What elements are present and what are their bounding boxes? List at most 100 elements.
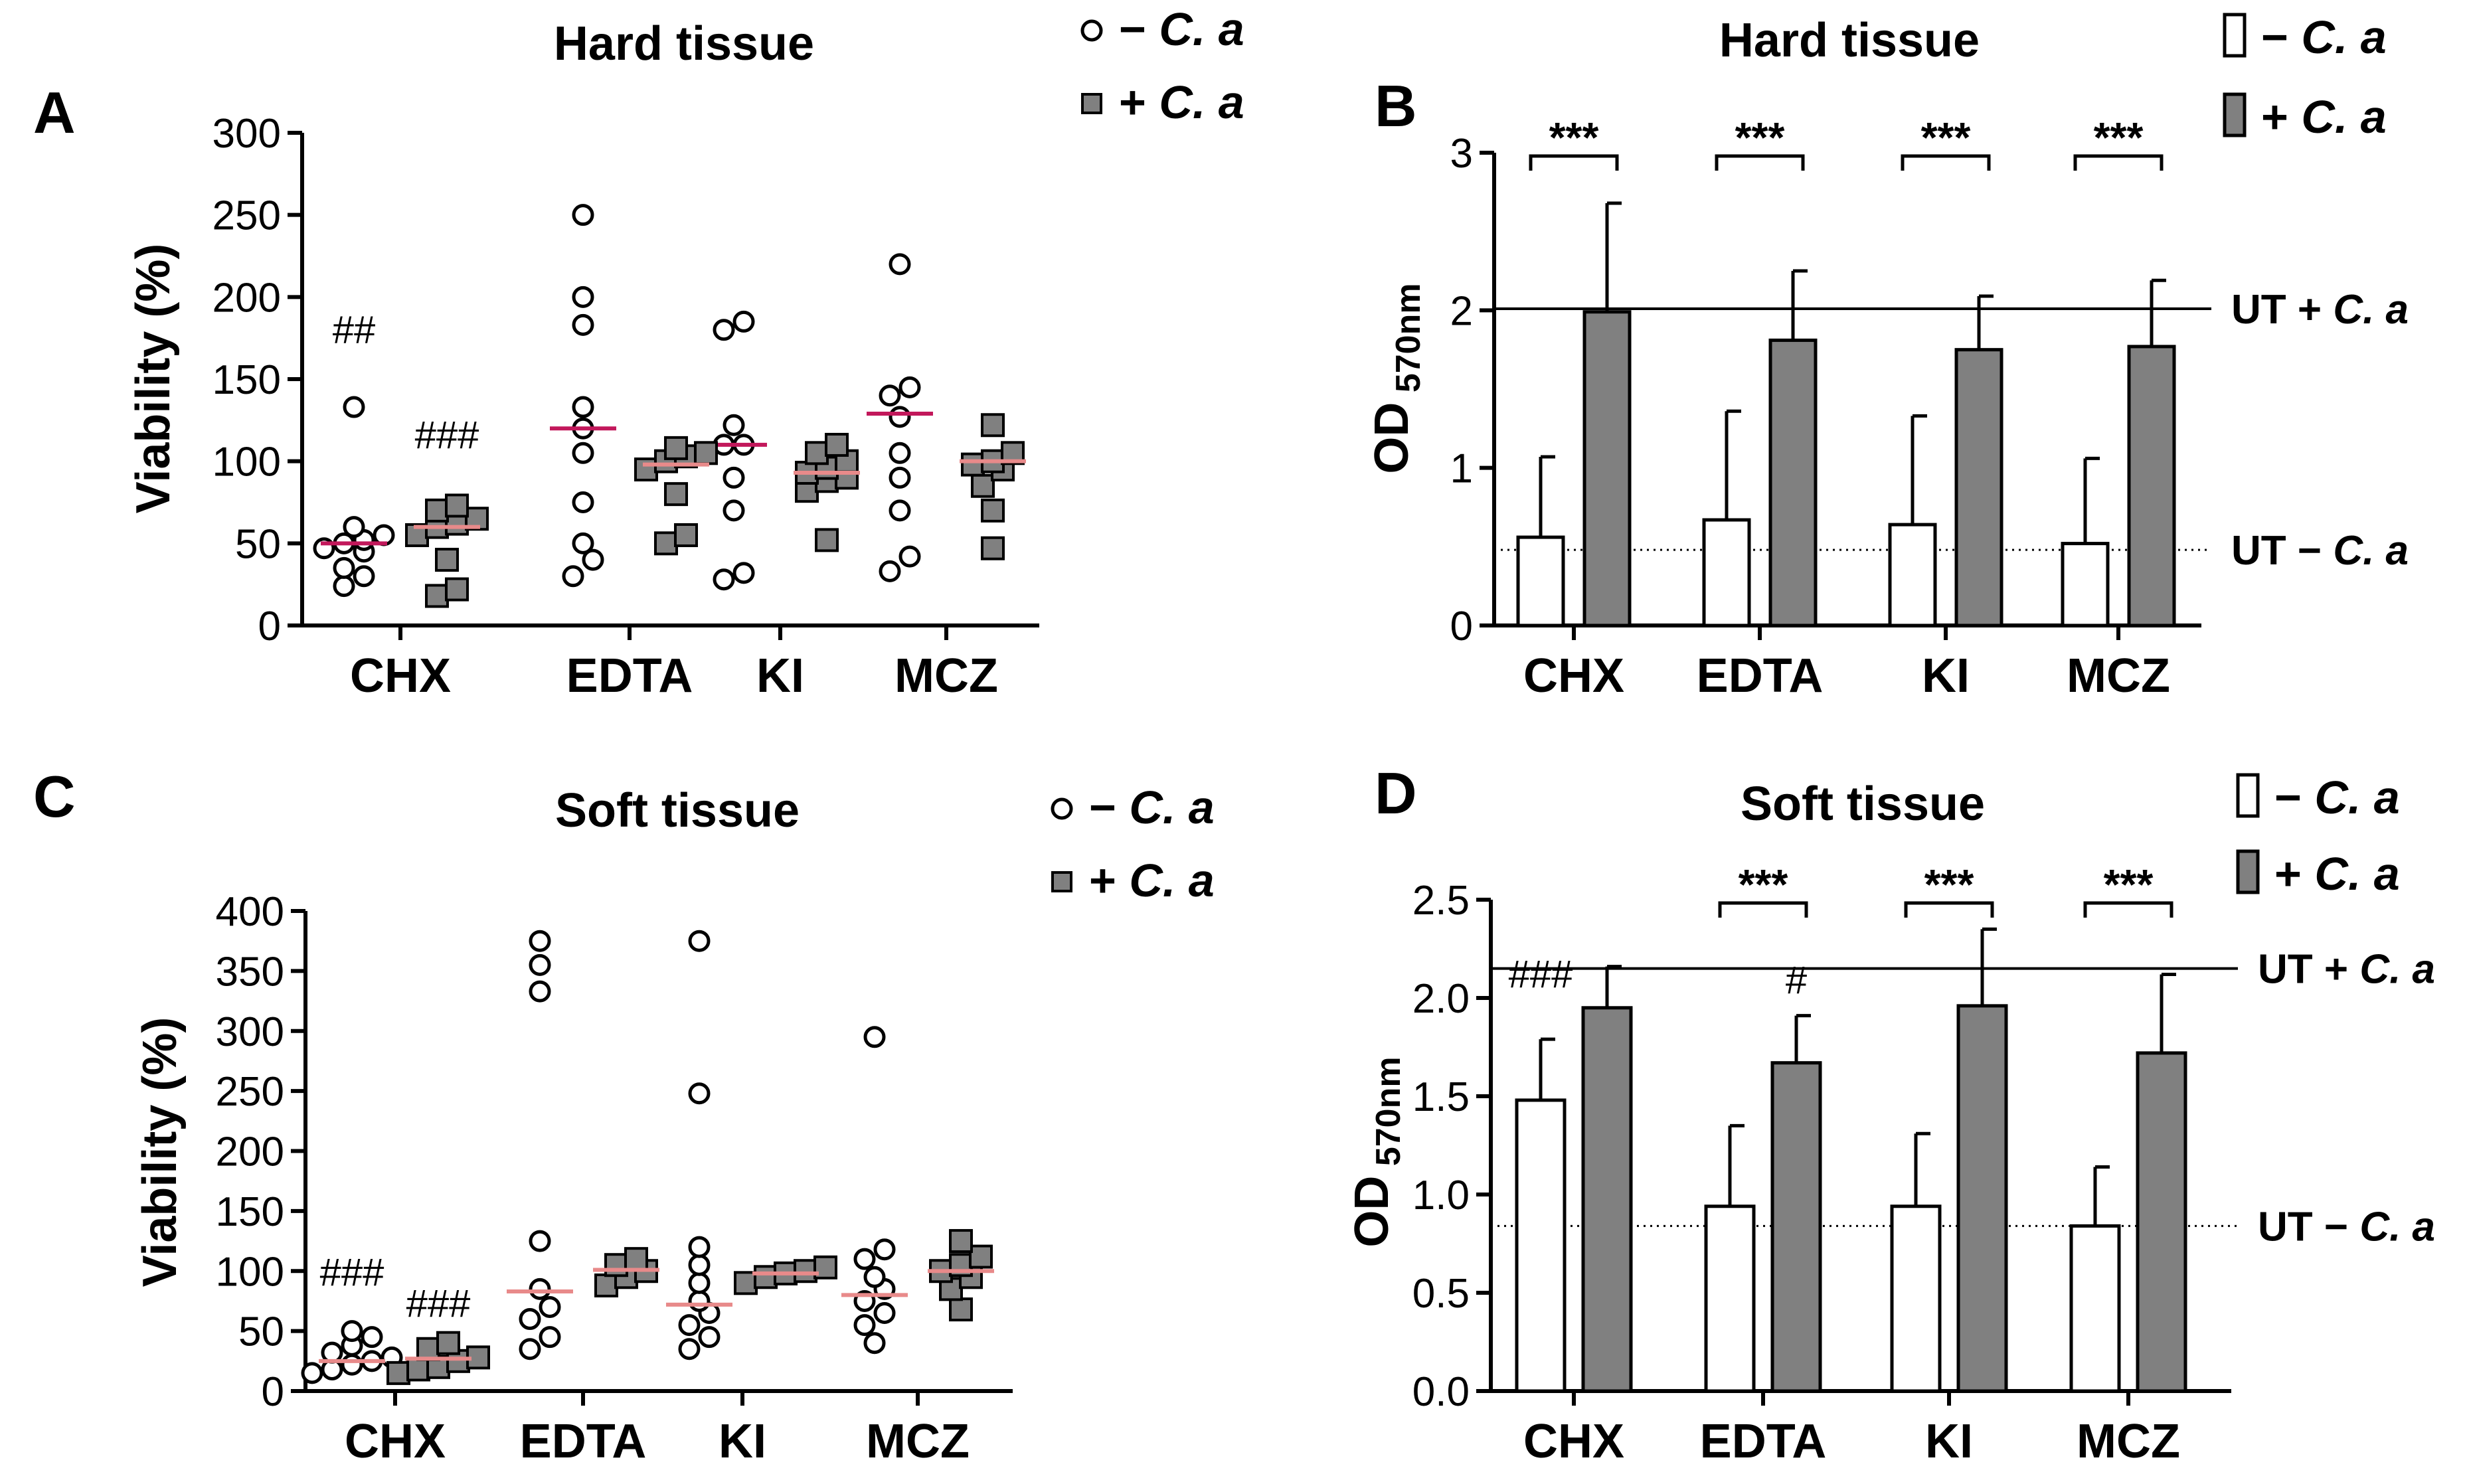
legend-species: C. a — [1129, 855, 1214, 906]
legend-marker-square — [1051, 871, 1072, 892]
bar-infected-filled — [1768, 338, 1818, 627]
legend-species: C. a — [1159, 3, 1244, 55]
x-tick-label-mcz: MCZ — [866, 1415, 970, 1468]
reference-prefix: UT − — [2231, 528, 2333, 574]
bar-untreated-open — [1888, 523, 1937, 627]
data-point-square — [815, 528, 839, 552]
y-tick-label: 1 — [1450, 446, 1473, 492]
y-tick-label: 300 — [213, 111, 281, 157]
data-point-circle — [333, 556, 355, 579]
significance-bracket — [1718, 901, 1808, 918]
bar-untreated-open — [2069, 1224, 2121, 1393]
legend-marker-open-bar — [2223, 13, 2247, 58]
significance-bracket — [1904, 901, 1994, 918]
y-tick-label: 1.0 — [1412, 1173, 1470, 1218]
significance-stars: *** — [1924, 861, 1974, 908]
legend-species: C. a — [2301, 11, 2386, 63]
legend-marker-circle — [1080, 19, 1103, 42]
x-tick-label-chx: CHX — [1523, 649, 1624, 702]
significance-stars: *** — [1739, 861, 1788, 908]
significance-bracket — [1715, 154, 1805, 171]
panel-a-hard-tissue-viability: A Hard tissue Viability (%) 0 50 100 150 200 250… — [33, 3, 1244, 702]
data-point-circle — [529, 930, 551, 952]
data-point-circle — [688, 1289, 711, 1312]
significance-bracket — [2073, 154, 2164, 171]
legend-label-1: + C. a — [2261, 91, 2387, 143]
data-point-circle — [519, 1338, 541, 1360]
data-point-circle — [873, 1238, 896, 1261]
x-tick-label-ki: KI — [756, 649, 804, 702]
y-tick-label: 0.5 — [1412, 1271, 1470, 1317]
significance-stars: *** — [1549, 114, 1599, 161]
significance-hash: ## — [333, 309, 376, 352]
y-axis-label: Viability (%) — [127, 244, 180, 514]
data-point-circle — [529, 953, 551, 976]
data-point-square — [435, 548, 459, 572]
legend-marker-filled-bar — [2236, 849, 2260, 894]
significance-stars: *** — [1921, 114, 1971, 161]
y-axis-label: OD 570nm — [1365, 283, 1428, 473]
data-point-circle — [678, 1338, 701, 1360]
data-point-circle — [889, 466, 911, 489]
x-tick-label-chx: CHX — [350, 649, 451, 702]
chart-title: Soft tissue — [1741, 778, 1985, 831]
bar-infected-filled — [1581, 1006, 1633, 1393]
y-axis-label-main: Viability (%) — [133, 1017, 187, 1287]
bar-infected-filled — [1770, 1061, 1822, 1393]
legend-label-1: + C. a — [1119, 76, 1244, 128]
y-axis-label: Viability (%) — [133, 1017, 187, 1287]
x-tick-label-edta: EDTA — [1697, 649, 1824, 702]
bar-untreated-open — [1702, 518, 1751, 627]
y-axis-label-subscript: 570nm — [1389, 283, 1428, 402]
data-point-circle — [572, 313, 594, 336]
legend-sign: + — [1089, 855, 1129, 906]
data-point-square — [634, 457, 658, 482]
data-point-circle — [898, 376, 921, 398]
reference-prefix: UT + — [2231, 287, 2333, 333]
data-point-circle — [863, 1026, 886, 1048]
data-point-square — [604, 1253, 628, 1278]
data-point-square — [969, 1244, 993, 1269]
legend-label-1: + C. a — [1089, 855, 1215, 906]
reference-prefix: UT − — [2258, 1204, 2359, 1250]
reference-line-label-1: UT − C. a — [2258, 1204, 2435, 1250]
data-point-circle — [898, 545, 921, 568]
legend-sign: − — [1089, 782, 1129, 833]
y-tick-label: 400 — [216, 889, 284, 935]
significance-stars: *** — [2094, 114, 2144, 161]
data-point-square — [386, 1360, 410, 1385]
data-point-circle — [853, 1314, 876, 1337]
y-tick-label: 1.5 — [1412, 1074, 1470, 1120]
data-point-square — [754, 1265, 778, 1289]
data-point-square — [465, 507, 489, 531]
significance-bracket — [1529, 154, 1619, 171]
data-point-circle — [879, 384, 901, 407]
y-axis-label-subscript: 570nm — [1369, 1056, 1408, 1175]
x-tick-label-edta: EDTA — [520, 1415, 647, 1468]
y-tick-label: 250 — [213, 193, 281, 239]
legend-species: C. a — [1129, 782, 1214, 833]
data-point-circle — [343, 516, 365, 538]
panel-label-a: A — [33, 80, 76, 145]
legend-sign: + — [2261, 91, 2301, 143]
legend-label-0: − C. a — [2261, 11, 2387, 63]
data-point-circle — [582, 548, 604, 571]
y-tick-label: 0 — [262, 1369, 284, 1415]
data-point-circle — [688, 1272, 711, 1294]
y-tick-label: 250 — [216, 1069, 284, 1115]
data-point-square — [961, 452, 985, 477]
panel-c-soft-tissue-viability: C Soft tissue Viability (%) 0 50 100 150 200 250… — [33, 764, 1215, 1468]
significance-bracket — [1901, 154, 1991, 171]
data-point-circle — [333, 575, 355, 598]
chart-title: Soft tissue — [555, 784, 800, 837]
data-point-circle — [863, 1266, 886, 1288]
data-point-circle — [572, 396, 594, 418]
legend-sign: − — [1119, 3, 1159, 55]
y-tick-label: 3 — [1450, 131, 1473, 177]
data-point-square — [416, 1337, 440, 1361]
data-point-circle — [688, 1236, 711, 1258]
x-tick-label-chx: CHX — [345, 1415, 446, 1468]
y-axis-label-main: OD — [1365, 402, 1418, 474]
data-point-circle — [353, 565, 375, 588]
